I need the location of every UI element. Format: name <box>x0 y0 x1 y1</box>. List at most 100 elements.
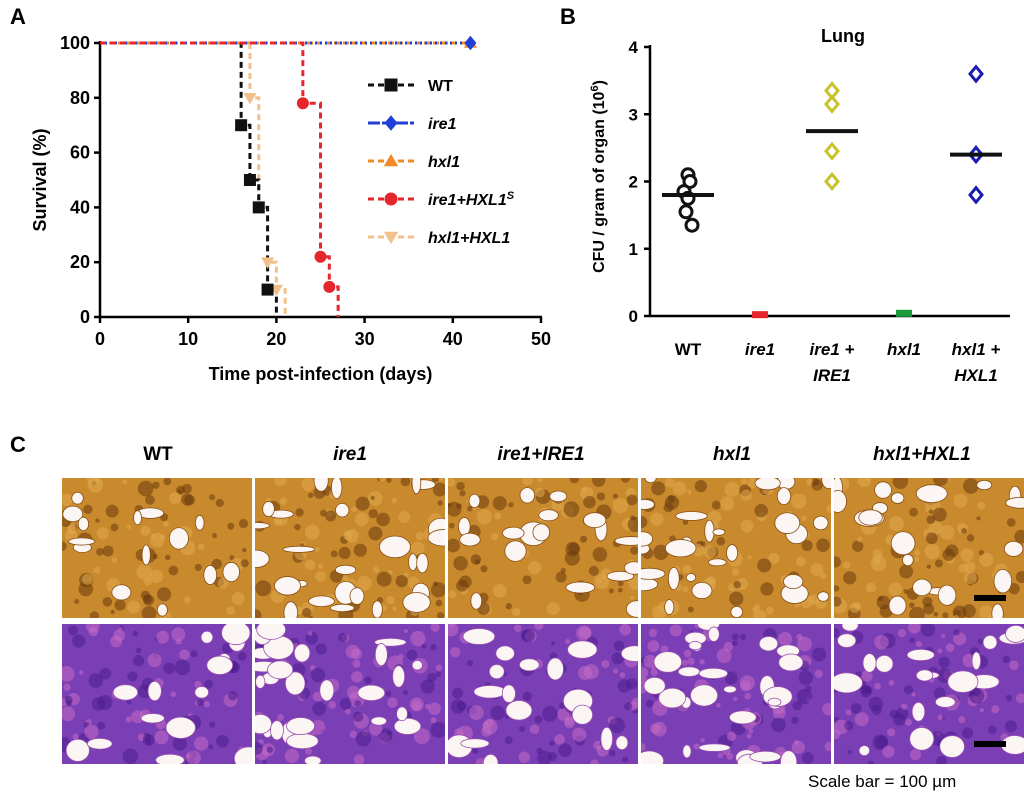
tissue-cell <box>617 580 624 587</box>
micrograph-he-4 <box>834 624 1024 764</box>
tissue-cell <box>448 501 462 517</box>
tissue-cell <box>519 725 526 732</box>
alveolar-space <box>473 685 507 699</box>
alveolar-space <box>155 753 185 764</box>
alveolar-space <box>71 491 84 505</box>
tissue-cell <box>387 731 392 736</box>
alveolar-space <box>458 517 471 536</box>
alveolar-space <box>427 529 445 547</box>
tissue-cell <box>958 563 969 574</box>
alveolar-space <box>335 502 350 518</box>
alveolar-space <box>664 599 675 615</box>
tissue-cell <box>945 643 955 652</box>
alveolar-space <box>194 514 205 531</box>
tissue-cell <box>740 680 751 692</box>
tissue-cell <box>273 478 287 487</box>
micrograph-column-label: hxl1+HXL1 <box>873 444 971 465</box>
b-chart-title: Lung <box>821 26 865 46</box>
tissue-cell <box>102 596 113 607</box>
alveolar-space <box>606 570 635 582</box>
data-point-hxl1_HXL1 <box>243 93 257 105</box>
tissue-cell <box>262 759 267 764</box>
tissue-cell <box>888 582 903 597</box>
tissue-cell <box>85 624 100 633</box>
tissue-cell <box>472 747 479 754</box>
alveolar-space <box>912 578 932 597</box>
tissue-cell <box>266 746 274 753</box>
tissue-cell <box>845 709 852 716</box>
tissue-cell <box>535 487 545 498</box>
legend-marker-WT <box>384 78 398 92</box>
b-y-tick-label: 3 <box>629 105 638 124</box>
alveolar-space <box>758 636 779 652</box>
tissue-cell <box>601 660 610 669</box>
tissue-cell <box>410 630 426 647</box>
alveolar-space <box>65 738 90 762</box>
tissue-cell <box>726 752 734 760</box>
alveolar-space <box>614 536 638 546</box>
tissue-cell <box>687 657 695 665</box>
tissue-cell <box>237 651 247 661</box>
alveolar-space <box>482 753 499 764</box>
alveolar-space <box>858 745 871 757</box>
alveolar-space <box>255 549 270 568</box>
tissue-cell <box>558 743 572 757</box>
alveolar-space <box>726 544 738 562</box>
tissue-cell <box>537 750 552 764</box>
tissue-cell <box>872 549 883 560</box>
tissue-cell <box>731 633 739 641</box>
tissue-cell <box>482 719 498 735</box>
tissue-cell <box>630 546 638 555</box>
tissue-cell <box>1015 693 1024 704</box>
tissue-cell <box>932 507 947 522</box>
tissue-cell <box>421 643 427 649</box>
tissue-cell <box>62 706 76 722</box>
tissue-cell <box>370 495 375 501</box>
tissue-cell <box>476 509 492 525</box>
alveolar-space <box>875 654 894 673</box>
tissue-cell <box>448 478 456 487</box>
micrograph-headers: C WT ire1 ire1+IRE1 hxl1 hxl1+HXL1 <box>10 432 971 465</box>
tissue-cell <box>819 572 827 580</box>
tissue-cell <box>651 605 667 618</box>
tissue-cell <box>942 548 955 561</box>
alveolar-space <box>704 519 715 543</box>
tissue-cell <box>549 740 555 747</box>
tissue-cell <box>716 703 721 708</box>
tissue-cell <box>294 523 301 531</box>
alveolar-space <box>313 478 329 492</box>
x-tick-label: 40 <box>443 329 463 349</box>
tissue-cell <box>801 752 814 764</box>
tissue-cell <box>310 667 326 683</box>
tissue-cell <box>748 728 754 734</box>
alveolar-space <box>62 505 84 523</box>
alveolar-space <box>982 635 998 650</box>
alveolar-space <box>644 478 657 484</box>
scale-bar-caption: Scale bar = 100 µm <box>808 772 957 791</box>
y-tick-label: 80 <box>70 88 90 108</box>
y-tick-label: 40 <box>70 197 90 217</box>
series-line-WT <box>100 41 278 317</box>
tissue-cell <box>915 641 923 648</box>
tissue-cell <box>958 716 966 724</box>
tissue-cell <box>319 509 327 517</box>
tissue-cell <box>229 555 235 561</box>
tissue-cell <box>942 612 949 618</box>
tissue-cell <box>911 692 916 697</box>
tissue-cell <box>569 478 580 484</box>
tissue-cell <box>865 478 871 481</box>
data-point-WT <box>261 283 274 296</box>
tissue-cell <box>534 624 544 630</box>
alveolar-space <box>723 685 737 694</box>
tissue-cell <box>152 481 160 489</box>
tissue-cell <box>794 740 800 746</box>
tissue-cell <box>215 498 224 508</box>
tissue-cell <box>168 565 179 576</box>
tissue-cell <box>979 605 994 618</box>
tissue-cell <box>194 736 209 751</box>
tissue-cell <box>480 565 488 573</box>
alveolar-space <box>77 516 90 532</box>
tissue-cell <box>977 501 986 510</box>
tissue-cell <box>581 487 587 493</box>
alveolar-space <box>255 674 266 689</box>
